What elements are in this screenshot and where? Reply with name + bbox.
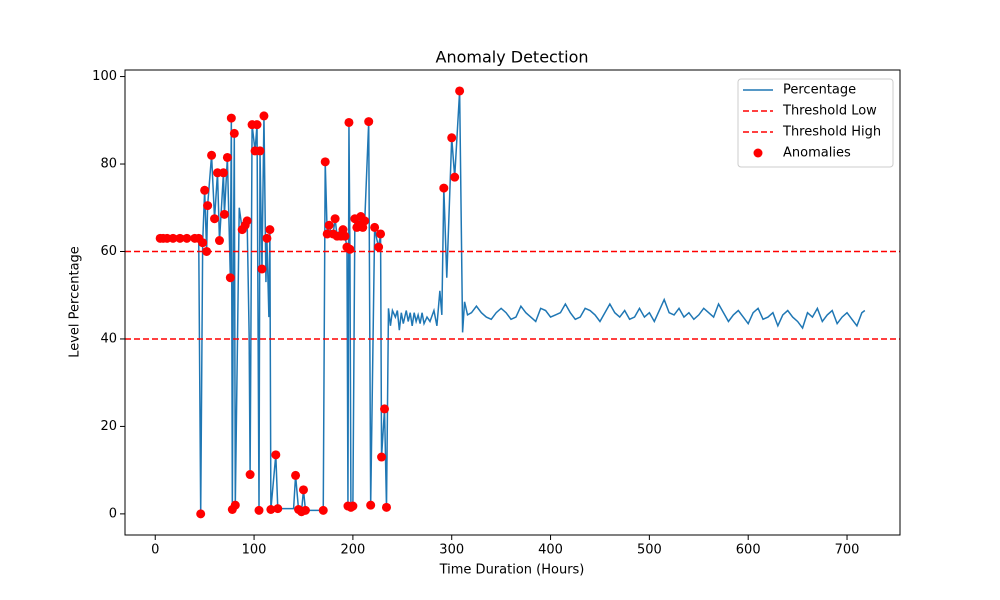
- anomaly-point: [245, 470, 255, 480]
- x-tick-label: 700: [835, 543, 860, 558]
- anomaly-point: [380, 404, 390, 414]
- anomaly-point: [324, 220, 334, 230]
- anomaly-point: [219, 209, 229, 219]
- anomaly-point: [207, 150, 217, 160]
- y-axis-label: Level Percentage: [68, 246, 83, 358]
- anomaly-point: [320, 157, 330, 167]
- legend-box: [737, 78, 894, 168]
- anomaly-point: [218, 168, 228, 178]
- anomaly-point: [255, 146, 265, 156]
- anomaly-point: [182, 233, 192, 243]
- anomaly-point: [257, 264, 267, 274]
- anomaly-point: [198, 238, 208, 248]
- anomaly-point: [225, 273, 235, 283]
- legend-label: Anomalies: [783, 146, 851, 161]
- legend-label: Threshold High: [782, 125, 881, 140]
- y-tick-label: 0: [109, 506, 117, 521]
- anomaly-point: [300, 505, 310, 515]
- anomaly-point: [266, 505, 276, 515]
- anomaly-point: [344, 117, 354, 127]
- y-tick-label: 40: [100, 331, 117, 346]
- anomaly-point: [377, 452, 387, 462]
- anomaly-point: [230, 500, 240, 510]
- anomaly-point: [439, 183, 449, 193]
- anomaly-point: [214, 236, 224, 246]
- legend-swatch: [753, 148, 763, 158]
- x-tick-label: 200: [340, 543, 365, 558]
- anomaly-point: [210, 214, 220, 224]
- anomaly-point: [222, 152, 232, 162]
- anomaly-point: [330, 214, 340, 224]
- anomaly-point: [202, 246, 212, 256]
- anomaly-point: [348, 501, 358, 511]
- anomaly-point: [340, 231, 350, 241]
- anomaly-point: [381, 502, 391, 512]
- anomaly-point: [360, 216, 370, 226]
- anomaly-point: [447, 133, 457, 143]
- x-tick-label: 0: [151, 543, 159, 558]
- anomaly-point: [376, 229, 386, 239]
- anomaly-point: [168, 233, 178, 243]
- anomaly-point: [196, 509, 206, 519]
- anomaly-point: [242, 216, 252, 226]
- x-axis-label: Time Duration (Hours): [439, 563, 585, 578]
- anomaly-point: [200, 185, 210, 195]
- anomaly-point: [262, 233, 272, 243]
- anomaly-point: [229, 128, 239, 138]
- anomaly-point: [259, 111, 269, 121]
- anomaly-point: [265, 225, 275, 235]
- x-tick-label: 600: [736, 543, 761, 558]
- anomaly-point: [374, 242, 384, 252]
- anomaly-point: [455, 86, 465, 96]
- x-tick-label: 400: [538, 543, 563, 558]
- anomaly-point: [345, 244, 355, 254]
- anomaly-point: [450, 172, 460, 182]
- anomaly-point: [298, 485, 308, 495]
- anomaly-point: [291, 470, 301, 480]
- anomaly-point: [226, 113, 236, 123]
- y-tick-label: 20: [100, 419, 117, 434]
- y-tick-label: 100: [92, 69, 117, 84]
- plot-frame: [124, 69, 901, 536]
- anomaly-point: [271, 450, 281, 460]
- anomaly-point: [254, 505, 264, 515]
- anomaly-point: [273, 504, 283, 514]
- anomaly-point: [318, 505, 328, 515]
- anomaly-point: [370, 222, 380, 232]
- anomaly-point: [252, 120, 262, 130]
- y-tick-label: 80: [100, 157, 117, 172]
- anomaly-point: [364, 117, 374, 127]
- y-tick-label: 60: [100, 244, 117, 259]
- anomaly-point: [175, 233, 185, 243]
- x-tick-label: 100: [242, 543, 267, 558]
- x-tick-label: 300: [439, 543, 464, 558]
- anomaly-point: [203, 201, 213, 211]
- x-tick-label: 500: [637, 543, 662, 558]
- legend-label: Threshold Low: [782, 104, 877, 119]
- legend-label: Percentage: [783, 83, 856, 98]
- anomaly-point: [366, 500, 376, 510]
- chart-title: Anomaly Detection: [436, 48, 589, 67]
